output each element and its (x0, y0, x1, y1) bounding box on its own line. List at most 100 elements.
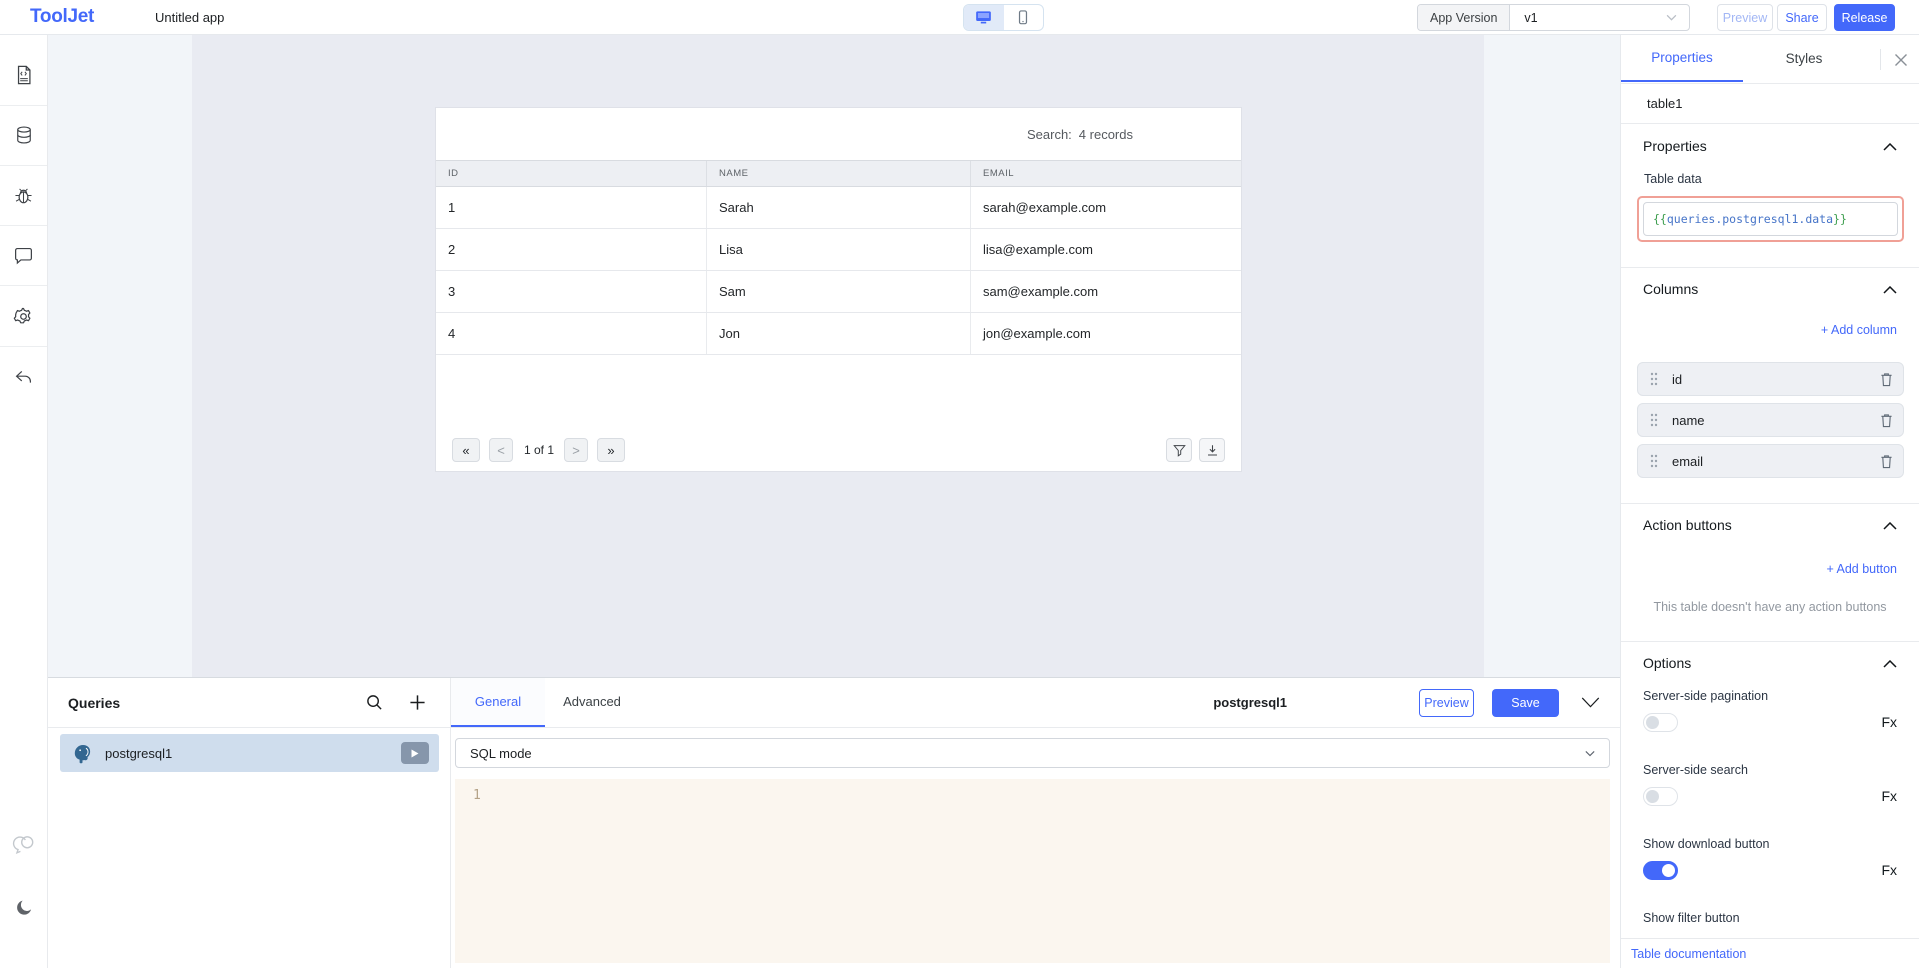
pagination-last-button[interactable]: » (597, 438, 626, 462)
drag-handle-icon[interactable] (1650, 413, 1658, 427)
delete-column-trash-icon[interactable] (1880, 372, 1893, 387)
delete-column-trash-icon[interactable] (1880, 413, 1893, 428)
collapse-actions-chevron-icon[interactable] (1883, 522, 1897, 530)
divider (1621, 123, 1919, 124)
collapse-options-chevron-icon[interactable] (1883, 660, 1897, 668)
table-search-label[interactable]: Search: (1026, 126, 1072, 142)
pagination-next-button[interactable]: > (564, 438, 589, 462)
table-download-button[interactable] (1199, 438, 1225, 462)
query-list-header: Queries (48, 678, 450, 728)
drag-handle-icon[interactable] (1650, 454, 1658, 468)
cell-email: jon@example.com (983, 326, 1091, 341)
column-item-email[interactable]: email (1637, 444, 1904, 478)
option-label-show-filter-button: Show filter button (1643, 911, 1740, 925)
cell-email: lisa@example.com (983, 242, 1094, 257)
run-query-button[interactable] (401, 742, 429, 764)
cell-id: 4 (436, 313, 707, 354)
sql-code-editor[interactable]: 1 (455, 779, 1610, 963)
tab-styles[interactable]: Styles (1785, 51, 1823, 66)
pagination-prev-button[interactable]: < (489, 438, 513, 462)
sidebar-item-debugger[interactable] (0, 175, 47, 215)
fx-button-download[interactable]: Fx (1881, 862, 1897, 878)
sidebar-item-comments[interactable] (0, 236, 47, 276)
app-version-selector[interactable]: App Version v1 (1417, 4, 1690, 31)
option-label-show-download-button: Show download button (1643, 837, 1770, 851)
sidebar-item-database[interactable] (0, 115, 47, 155)
column-item-name[interactable]: name (1637, 403, 1904, 437)
filter-funnel-icon (1172, 444, 1186, 457)
app-title[interactable]: Untitled app (155, 10, 225, 25)
table-row[interactable]: 3 Sam sam@example.com (436, 271, 1241, 313)
table-records-count: 4 records (1078, 126, 1133, 142)
table-row[interactable]: 2 Lisa lisa@example.com (436, 229, 1241, 271)
cell-id: 3 (436, 271, 707, 312)
app-version-value: v1 (1524, 10, 1538, 25)
mobile-mode-button[interactable] (1004, 5, 1044, 30)
tab-properties[interactable]: Properties (1621, 35, 1743, 82)
code-open-braces: {{ (1653, 212, 1667, 226)
column-header-id[interactable]: ID (436, 161, 707, 186)
tab-general[interactable]: General (451, 678, 545, 727)
pagination-page-info: 1 of 1 (524, 443, 555, 457)
collapse-properties-chevron-icon[interactable] (1883, 143, 1897, 151)
toggle-server-side-search[interactable] (1643, 787, 1678, 806)
column-item-id[interactable]: id (1637, 362, 1904, 396)
share-button[interactable]: Share (1777, 4, 1827, 31)
preview-button[interactable]: Preview (1717, 4, 1773, 31)
database-icon (14, 124, 34, 146)
table-toolbar: Search: 4 records (436, 108, 1241, 160)
top-header: ToolJet Untitled app App Version v1 Prev… (0, 0, 1919, 35)
comment-icon (13, 246, 34, 266)
fx-button-search[interactable]: Fx (1881, 788, 1897, 804)
close-inspector-button[interactable] (1889, 48, 1913, 72)
column-item-label: id (1672, 371, 1683, 387)
column-header-email[interactable]: EMAIL (983, 168, 1015, 179)
sidebar-item-undo[interactable] (0, 357, 47, 397)
query-panel: Queries pos (48, 677, 1620, 968)
toggle-show-download-button[interactable] (1643, 861, 1678, 880)
tooljet-logo: ToolJet (30, 6, 95, 27)
dark-mode-toggle[interactable] (0, 888, 47, 928)
sql-mode-select[interactable]: SQL mode (455, 738, 1610, 768)
collapse-panel-chevron-icon[interactable] (1581, 697, 1600, 708)
selected-widget-name[interactable]: table1 (1647, 96, 1683, 111)
sidebar-item-pages[interactable] (0, 55, 47, 95)
query-preview-button[interactable]: Preview (1419, 688, 1474, 717)
add-query-icon[interactable] (409, 694, 426, 711)
left-sidebar (0, 35, 48, 968)
sidebar-divider (0, 346, 47, 347)
search-queries-icon[interactable] (366, 694, 383, 711)
column-item-label: name (1672, 412, 1705, 428)
option-label-server-side-pagination: Server-side pagination (1643, 689, 1769, 703)
sidebar-item-settings[interactable] (0, 296, 47, 336)
table-row[interactable]: 4 Jon jon@example.com (436, 313, 1241, 355)
cell-id: 1 (436, 187, 707, 228)
debugger-bug-icon (13, 185, 34, 206)
table-widget[interactable]: Search: 4 records ID NAME EMAIL 1 Sarah … (436, 108, 1241, 471)
help-chat-button[interactable] (0, 825, 47, 865)
add-column-link[interactable]: + Add column (1820, 323, 1897, 337)
pagination-first-button[interactable]: « (452, 438, 480, 462)
help-chat-icon (12, 834, 36, 856)
sidebar-divider (0, 285, 47, 286)
release-button[interactable]: Release (1834, 4, 1895, 31)
query-list-item-postgresql1[interactable]: postgresql1 (60, 734, 439, 772)
table-row[interactable]: 1 Sarah sarah@example.com (436, 187, 1241, 229)
drag-handle-icon[interactable] (1650, 372, 1658, 386)
delete-column-trash-icon[interactable] (1880, 454, 1893, 469)
table-documentation-link[interactable]: Table documentation (1631, 946, 1747, 961)
tab-advanced[interactable]: Advanced (563, 694, 621, 709)
no-action-buttons-note: This table doesn't have any action butto… (1653, 600, 1887, 614)
query-editor-pane: General Advanced postgresql1 Preview Sav… (451, 678, 1620, 968)
column-header-name[interactable]: NAME (707, 161, 971, 186)
widget-inspector: Properties Styles table1 Properties Tabl… (1620, 35, 1919, 968)
add-action-button-link[interactable]: + Add button (1826, 562, 1897, 576)
fx-button-pagination[interactable]: Fx (1881, 714, 1897, 730)
desktop-mode-button[interactable] (964, 5, 1004, 30)
table-data-input[interactable]: {{queries.postgresql1.data}} (1637, 196, 1904, 242)
collapse-columns-chevron-icon[interactable] (1883, 286, 1897, 294)
query-save-button[interactable]: Save (1492, 688, 1559, 717)
table-filter-button[interactable] (1166, 438, 1192, 462)
toggle-server-side-pagination[interactable] (1643, 713, 1678, 732)
